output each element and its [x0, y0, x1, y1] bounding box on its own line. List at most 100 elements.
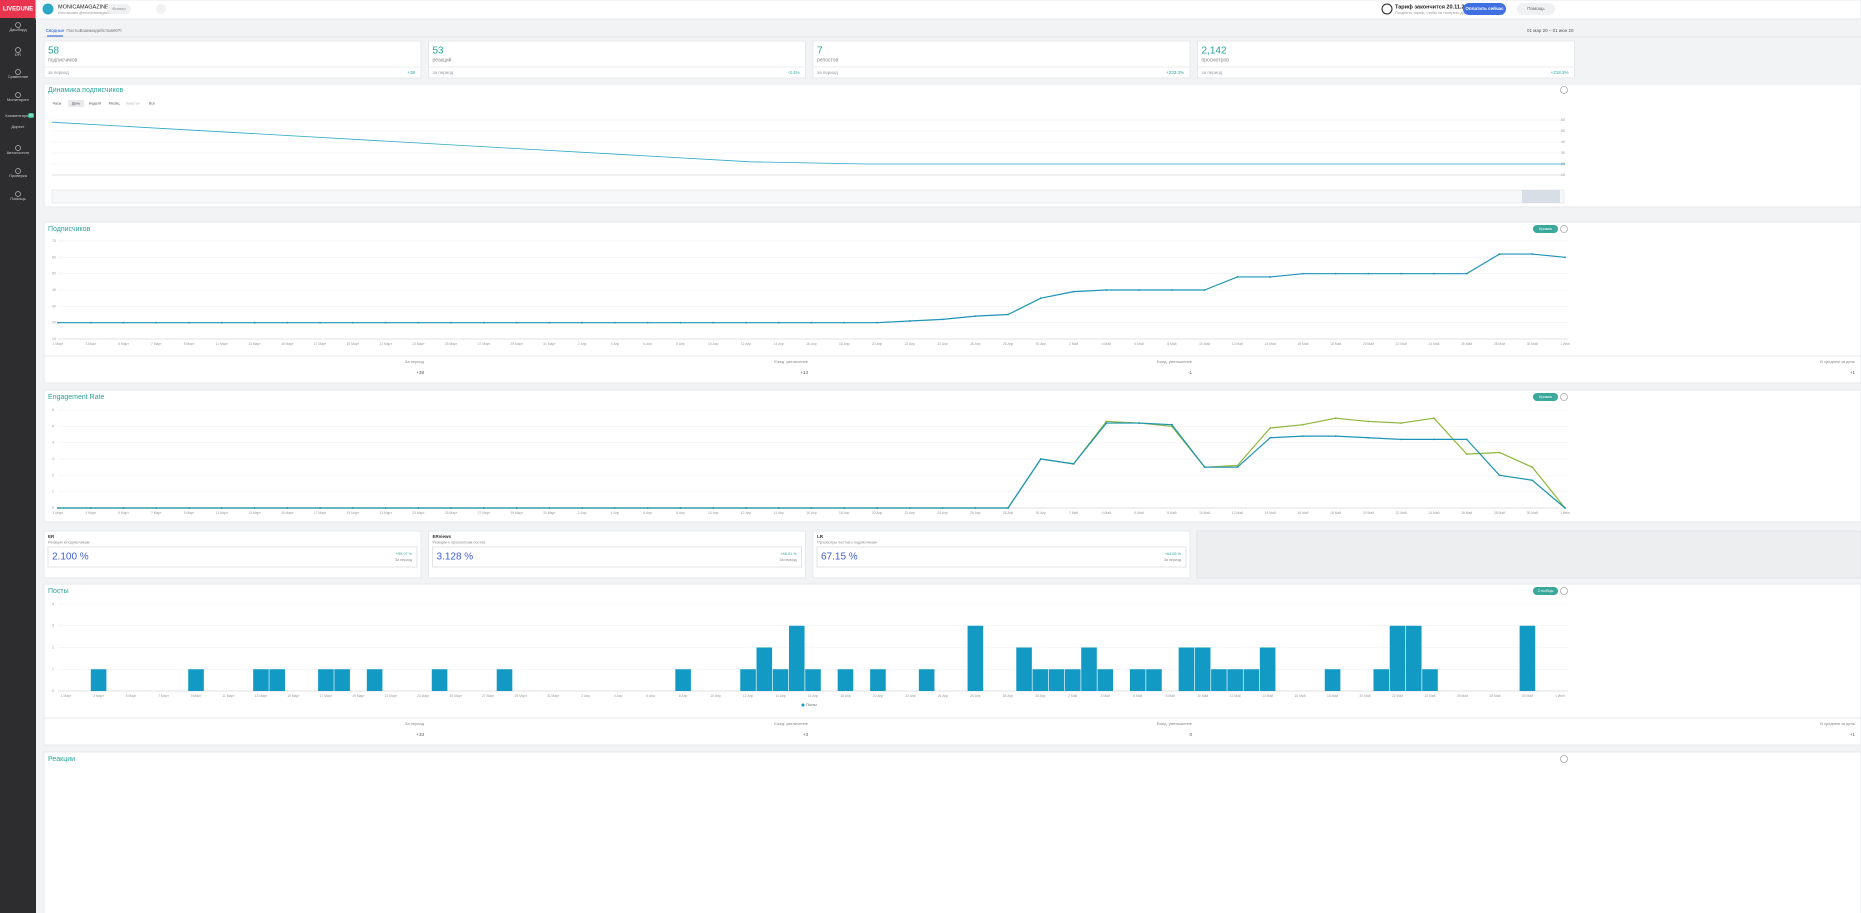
tab[interactable]: Взаимодействия — [80, 27, 115, 33]
x-tick-label: 3 Март — [85, 342, 96, 346]
filter[interactable]: Фильтр — [112, 6, 126, 11]
x-tick-label: 18 Май — [1330, 342, 1341, 346]
x-tick-label: 24 Май — [1424, 694, 1435, 698]
x-tick-label: 10 Апр — [710, 694, 721, 698]
x-tick-label: 27 Март — [478, 511, 491, 515]
mode[interactable]: Кривая — [1539, 395, 1552, 399]
sidebar-item[interactable]: DFI — [15, 52, 21, 57]
point — [1465, 272, 1468, 275]
bar — [496, 669, 513, 691]
sidebar-item[interactable]: Директ — [11, 124, 24, 129]
point — [351, 321, 354, 324]
point — [1039, 458, 1042, 460]
x-tick-label: 20 Апр — [873, 694, 884, 698]
x-tick-label: 23 Март — [412, 342, 425, 346]
panel — [812, 40, 1191, 79]
x-tick-label: 20 Май — [1360, 694, 1371, 698]
summary-label: В среднем за день — [1820, 359, 1855, 364]
x-tick-label: 16 Май — [1295, 694, 1306, 698]
x-tick-label: 13 Март — [255, 694, 268, 698]
stat-label: репостов — [817, 57, 839, 63]
stat-change: +233.3% — [1166, 70, 1184, 75]
summary-label: Ежед. уменьшение — [1157, 721, 1193, 726]
x-tick-label: 14 Апр — [775, 694, 786, 698]
x-tick-label: 28 Апр — [1003, 511, 1014, 515]
y-tick-label: 30 — [52, 304, 56, 308]
period-btn[interactable]: Квартал — [126, 101, 140, 105]
x-tick-label: 28 Апр — [1003, 342, 1014, 346]
sidebar-item[interactable]: Мониторинг — [7, 97, 30, 102]
y-tick-label: 40 — [52, 288, 56, 292]
period-btn[interactable]: Все — [149, 101, 155, 105]
summary-value: +33 — [416, 732, 424, 737]
x-tick-label: 29 Март — [510, 342, 523, 346]
y-tick-label: 0 — [52, 506, 54, 510]
point — [1269, 436, 1272, 439]
header — [35, 0, 1861, 20]
stat-label: подписчиков — [48, 57, 78, 63]
x-tick-label: 31 Март — [543, 511, 556, 515]
tab[interactable]: Посты — [66, 28, 79, 33]
x-tick-label: 10 Апр — [708, 511, 719, 515]
point — [581, 507, 584, 509]
period-btn[interactable]: Месяц — [109, 101, 120, 105]
sidebar-item[interactable]: Комментарии — [5, 113, 30, 118]
point — [155, 507, 158, 509]
pay[interactable]: Оплатить сейчас — [1465, 5, 1504, 11]
point — [843, 507, 846, 509]
y-tick-label: 5 — [52, 424, 54, 428]
add-btn[interactable] — [156, 4, 166, 14]
sidebar-item[interactable]: Помощь — [10, 196, 25, 201]
point — [1302, 272, 1304, 275]
point — [1170, 423, 1173, 426]
mode-btn[interactable] — [1533, 225, 1558, 233]
x-tick-label: 5 Март — [126, 694, 137, 698]
sidebar-icon — [15, 69, 21, 75]
bar — [1178, 647, 1195, 691]
mode[interactable]: Кривая — [1539, 227, 1552, 231]
account-name[interactable]: MONICAMAGAZINE — [58, 4, 109, 10]
x-tick-label: 13 Март — [248, 342, 261, 346]
metric-desc: Реакции к просмотрам постов — [433, 541, 486, 545]
sidebar-item[interactable]: Дашборд — [9, 27, 27, 32]
bar — [756, 647, 773, 691]
point — [745, 507, 747, 509]
period-btn[interactable]: День — [72, 101, 80, 105]
x-tick-label: 2 Май — [1069, 511, 1078, 515]
x-tick-label: 12 Май — [1230, 694, 1241, 698]
tab[interactable]: KPI — [114, 28, 121, 33]
logo: LIVEDUNE — [3, 7, 33, 13]
x-tick-label: 20 Апр — [872, 511, 883, 515]
sidebar-item[interactable]: Автопостинг — [7, 150, 30, 155]
mode-btn[interactable] — [1533, 393, 1558, 401]
sidebar-item[interactable]: Проверка — [9, 173, 28, 178]
point — [1367, 420, 1370, 423]
account-sub: Инстаграм @monicamagazine — [58, 10, 114, 15]
bar — [90, 669, 107, 691]
point — [646, 507, 649, 509]
mode[interactable]: Столбцы — [1538, 589, 1554, 593]
navigator-window[interactable] — [1522, 190, 1560, 203]
x-tick-label: 26 Май — [1461, 342, 1472, 346]
period-btn[interactable]: Часы — [53, 101, 62, 105]
date-range[interactable]: 01 мар 20 – 01 июн 20 — [1527, 28, 1574, 33]
x-tick-label: 8 Май — [1166, 694, 1175, 698]
point — [515, 507, 518, 509]
metric-change: +64.65 % — [1165, 552, 1182, 556]
x-tick-label: 14 Апр — [774, 511, 785, 515]
bar — [837, 669, 854, 691]
x-tick-label: 24 Май — [1428, 342, 1439, 346]
mode-btn[interactable] — [1533, 587, 1558, 595]
bar — [318, 669, 334, 691]
pay-btn[interactable] — [1463, 3, 1506, 15]
tab[interactable]: Сводные — [46, 28, 65, 33]
point — [941, 318, 944, 321]
sidebar-item[interactable]: Сравнение — [8, 74, 29, 79]
filter-btn[interactable] — [107, 4, 131, 14]
help-btn[interactable] — [1517, 3, 1555, 15]
period-btn[interactable]: Неделя — [89, 101, 102, 105]
bar — [366, 669, 383, 691]
point — [712, 321, 715, 324]
help[interactable]: Помощь — [1527, 6, 1545, 11]
summary-label: Ежед. увеличение — [774, 721, 809, 726]
